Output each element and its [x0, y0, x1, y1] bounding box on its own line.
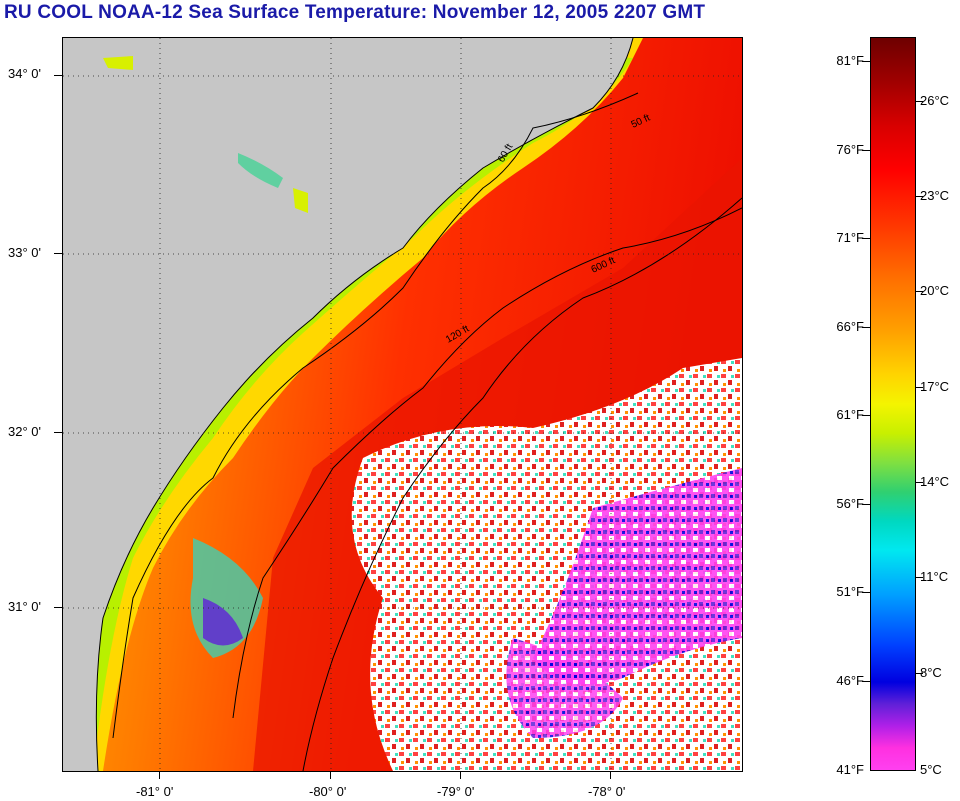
cb-label-14c: 14°C [920, 474, 950, 489]
isobath-600ft [302, 197, 742, 771]
graticule [63, 38, 742, 771]
cb-label-8c: 8°C [920, 665, 942, 680]
isobath-50ft [112, 92, 639, 739]
lat-label-31: 31° 0' [8, 599, 41, 614]
cb-tick-46f [862, 681, 870, 682]
sst-map[interactable]: 50 ft 60 ft 120 ft 600 ft [62, 37, 743, 772]
cb-label-17c: 17°C [920, 379, 950, 394]
cb-label-23c: 23°C [920, 188, 950, 203]
lon-label-81: -81° 0' [136, 784, 174, 799]
cb-label-66f: 66°F [836, 319, 864, 334]
lat-label-33: 33° 0' [8, 245, 41, 260]
lon-label-79: -79° 0' [437, 784, 475, 799]
land-area [63, 38, 633, 771]
cb-tick-61f [862, 415, 870, 416]
temperature-colorbar [870, 37, 916, 771]
cb-label-51f: 51°F [836, 584, 864, 599]
lat-label-32: 32° 0' [8, 424, 41, 439]
lon-label-80: -80° 0' [309, 784, 347, 799]
cb-label-41f: 41°F [836, 762, 864, 777]
cb-label-5c: 5°C [920, 762, 942, 777]
cb-label-46f: 46°F [836, 673, 864, 688]
inland-lake-2 [238, 153, 283, 188]
cb-tick-26c [915, 101, 923, 102]
cb-tick-11c [915, 577, 923, 578]
cb-label-76f: 76°F [836, 142, 864, 157]
cold-water-patch-south [506, 638, 623, 738]
cb-label-56f: 56°F [836, 496, 864, 511]
isobath-120ft [232, 207, 742, 719]
cb-tick-20c [915, 291, 923, 292]
cb-label-61f: 61°F [836, 407, 864, 422]
inland-lake [103, 56, 133, 70]
cb-label-81f: 81°F [836, 53, 864, 68]
sst-map-canvas[interactable]: 50 ft 60 ft 120 ft 600 ft [63, 38, 742, 771]
cb-tick-76f [862, 150, 870, 151]
cb-label-11c: 11°C [920, 569, 949, 584]
coastline [95, 38, 634, 771]
nearshore-cold-patch [203, 598, 243, 646]
lat-label-34: 34° 0' [8, 66, 41, 81]
cb-label-26c: 26°C [920, 93, 950, 108]
cb-label-71f: 71°F [836, 230, 864, 245]
cb-tick-14c [915, 482, 923, 483]
cb-tick-23c [915, 196, 923, 197]
inland-lake-3 [293, 188, 308, 213]
cold-water-patch [533, 468, 742, 685]
cb-tick-71f [862, 238, 870, 239]
cb-tick-66f [862, 327, 870, 328]
lon-label-78: -78° 0' [588, 784, 626, 799]
cb-tick-56f [862, 504, 870, 505]
cb-tick-17c [915, 387, 923, 388]
cb-label-20c: 20°C [920, 283, 950, 298]
map-title: RU COOL NOAA-12 Sea Surface Temperature:… [4, 2, 706, 23]
cb-tick-81f [862, 61, 870, 62]
cb-tick-51f [862, 592, 870, 593]
cb-tick-8c [915, 673, 923, 674]
